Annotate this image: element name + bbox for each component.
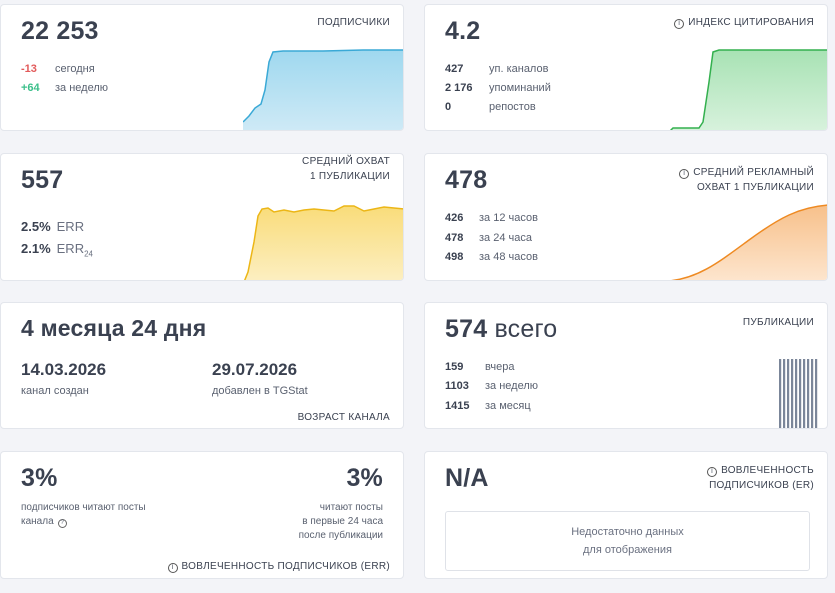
subscribers-today-label: сегодня [55, 63, 95, 75]
publications-row-label: за месяц [485, 400, 531, 412]
ad-reach-row-label: за 12 часов [479, 212, 538, 224]
engagement-left-text: подписчиков читают посты канала? [21, 501, 146, 529]
ad-reach-row-label: за 24 часа [479, 232, 532, 244]
publications-row-value: 1103 [445, 380, 469, 392]
publications-count: 574 [445, 315, 488, 343]
engagement-left-line: канала [21, 516, 54, 527]
ad-reach-row-value: 426 [445, 212, 464, 224]
engagement-right-text: читают посты в первые 24 часа после публ… [299, 501, 383, 543]
age-caption: ВОЗРАСТ КАНАЛА [297, 412, 390, 423]
ad-reach-row-value: 498 [445, 251, 464, 263]
ad-reach-value: 478 [445, 166, 488, 194]
citation-card: 4.2 i ИНДЕКС ЦИТИРОВАНИЯ 427 уп. каналов 2… [424, 4, 828, 131]
citation-caption-text: ИНДЕКС ЦИТИРОВАНИЯ [688, 17, 814, 28]
subscribers-today-row: -13 сегодня [21, 62, 95, 76]
ad-reach-row: 478 за 24 часа [445, 231, 532, 245]
ad-reach-caption-line: ОХВАТ 1 ПУБЛИКАЦИИ [697, 182, 814, 193]
engagement-er-caption: i ВОВЛЕЧЕННОСТЬ ПОДПИСЧИКОВ (ER) [707, 463, 814, 493]
reach-caption-line: СРЕДНИЙ ОХВАТ [302, 156, 390, 167]
err-row: 2.5% ERR [21, 219, 84, 234]
info-circle-icon[interactable]: i [674, 19, 685, 29]
publications-row: 1415 за месяц [445, 399, 531, 413]
info-circle-icon[interactable]: i [679, 169, 690, 179]
citation-caption: i ИНДЕКС ЦИТИРОВАНИЯ [674, 15, 814, 30]
citation-row-value: 427 [445, 63, 464, 75]
err24-value: 2.1% [21, 241, 51, 256]
citation-row-value: 2 176 [445, 82, 473, 94]
ad-reach-caption-line: СРЕДНИЙ РЕКЛАМНЫЙ [693, 167, 814, 178]
err24-row: 2.1% ERR24 [21, 241, 93, 259]
engagement-right-line: в первые 24 часа [302, 516, 383, 527]
ad-reach-chart [670, 204, 827, 280]
citation-row-value: 0 [445, 101, 452, 113]
publications-unit: всего [494, 315, 558, 343]
engagement-left-value: 3% [21, 464, 58, 492]
publications-caption: ПУБЛИКАЦИИ [742, 317, 814, 328]
engagement-er-caption-line: ВОВЛЕЧЕННОСТЬ [721, 465, 814, 476]
reach-value: 557 [21, 166, 64, 194]
engagement-left-line: подписчиков читают посты [21, 502, 146, 513]
citation-chart [669, 49, 827, 130]
publications-value: 574 всего [445, 315, 557, 344]
added-label: добавлен в TGStat [212, 385, 308, 397]
no-data-line: для отображения [583, 544, 672, 556]
engagement-card: 3% подписчиков читают посты канала? 3% ч… [0, 451, 404, 579]
subscribers-week-row: +64 за неделю [21, 81, 108, 95]
engagement-caption-text: ВОВЛЕЧЕННОСТЬ ПОДПИСЧИКОВ (ERR) [181, 561, 390, 572]
reach-caption-line: 1 ПУБЛИКАЦИИ [309, 171, 390, 182]
subscribers-today-value: -13 [21, 63, 37, 75]
question-circle-icon[interactable]: ? [57, 519, 67, 528]
publications-row-value: 159 [445, 361, 464, 373]
publications-row-label: за неделю [485, 380, 539, 392]
publications-row: 1103 за неделю [445, 379, 538, 393]
ad-reach-caption: i СРЕДНИЙ РЕКЛАМНЫЙ ОХВАТ 1 ПУБЛИКАЦИИ [679, 165, 814, 195]
created-label: канал создан [21, 385, 89, 397]
citation-row-label: упоминаний [489, 82, 551, 94]
no-data-box: Недостаточно данных для отображения [445, 511, 810, 571]
publications-chart [779, 359, 818, 428]
citation-row: 427 уп. каналов [445, 62, 548, 76]
reach-caption: СРЕДНИЙ ОХВАТ 1 ПУБЛИКАЦИИ [302, 154, 390, 184]
ad-reach-row: 426 за 12 часов [445, 211, 538, 225]
publications-row-value: 1415 [445, 400, 470, 412]
info-circle-icon[interactable]: i [167, 563, 178, 573]
reach-card: 557 СРЕДНИЙ ОХВАТ 1 ПУБЛИКАЦИИ 2.5% ERR 2… [0, 153, 404, 281]
subscribers-value: 22 253 [21, 17, 99, 45]
err24-label: ERR [56, 241, 85, 256]
engagement-right-line: после публикации [298, 530, 383, 541]
info-circle-icon[interactable]: i [707, 467, 718, 477]
subscribers-card: 22 253 ПОДПИСЧИКИ -13 сегодня +64 за недел… [0, 4, 404, 131]
err-value: 2.5% [21, 219, 51, 234]
engagement-er-value: N/A [445, 464, 489, 492]
age-card: 4 месяца 24 дня 14.03.2026 канал создан … [0, 302, 404, 429]
subscribers-caption: ПОДПИСЧИКИ [317, 17, 390, 28]
no-data-line: Недостаточно данных [571, 526, 684, 538]
ad-reach-row-label: за 48 часов [479, 251, 538, 263]
subscribers-week-value: +64 [21, 82, 40, 94]
created-date: 14.03.2026 [21, 360, 107, 379]
engagement-right-value: 3% [346, 464, 383, 492]
engagement-er-caption-line: ПОДПИСЧИКОВ (ER) [709, 480, 814, 491]
publications-row: 159 вчера [445, 360, 514, 374]
engagement-right-line: читают посты [319, 502, 383, 513]
publications-row-label: вчера [485, 361, 515, 373]
added-date: 29.07.2026 [212, 360, 298, 379]
ad-reach-row: 498 за 48 часов [445, 250, 538, 264]
publications-card: 574 всего ПУБЛИКАЦИИ 159 вчера 1103 за нед… [424, 302, 828, 429]
err-label: ERR [56, 219, 85, 234]
subscribers-week-label: за неделю [55, 82, 109, 94]
citation-row-label: уп. каналов [489, 63, 549, 75]
engagement-caption: i ВОВЛЕЧЕННОСТЬ ПОДПИСЧИКОВ (ERR) [167, 559, 390, 574]
ad-reach-card: 478 i СРЕДНИЙ РЕКЛАМНЫЙ ОХВАТ 1 ПУБЛИКАЦИ… [424, 153, 828, 281]
engagement-er-card: N/A i ВОВЛЕЧЕННОСТЬ ПОДПИСЧИКОВ (ER) Недо… [424, 451, 828, 579]
citation-value: 4.2 [445, 17, 481, 45]
citation-row: 0 репостов [445, 100, 536, 114]
citation-row-label: репостов [489, 101, 536, 113]
subscribers-chart [243, 49, 403, 130]
ad-reach-row-value: 478 [445, 232, 464, 244]
age-value: 4 месяца 24 дня [21, 315, 207, 341]
err24-subscript: 24 [84, 249, 93, 259]
reach-chart [244, 205, 403, 280]
citation-row: 2 176 упоминаний [445, 81, 551, 95]
